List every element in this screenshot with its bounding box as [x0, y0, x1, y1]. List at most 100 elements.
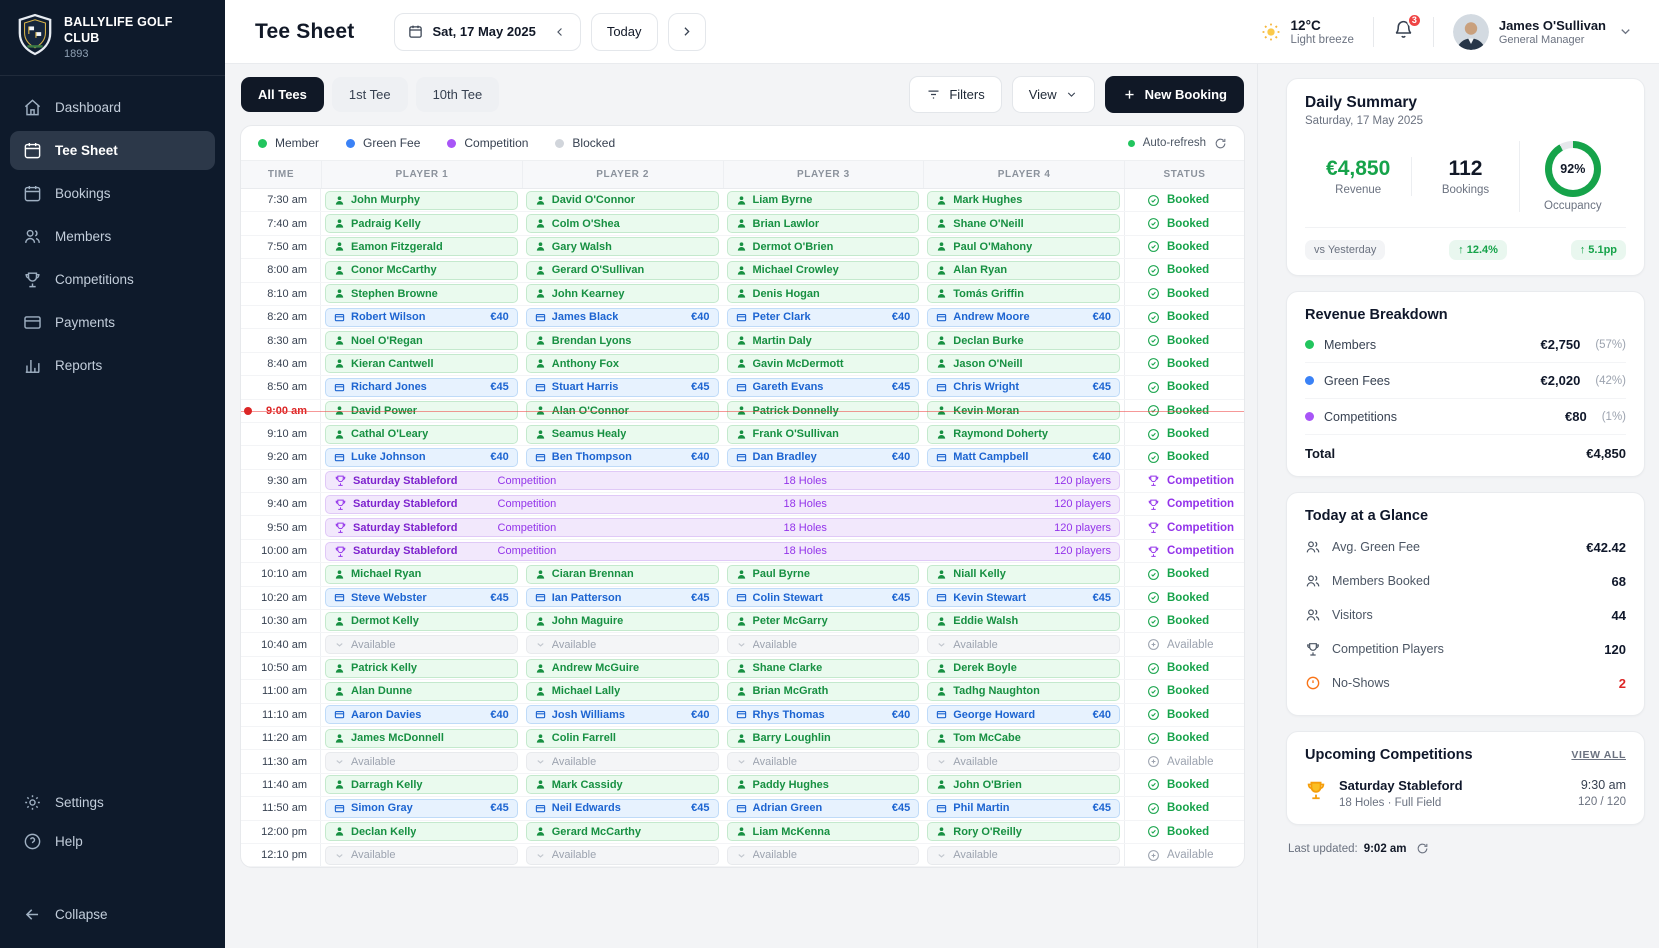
player-slot-member[interactable]: Shane Clarke — [726, 658, 920, 678]
player-slot-greenfee[interactable]: Colin Stewart €45 — [726, 588, 920, 608]
next-day-button[interactable] — [667, 12, 706, 51]
player-slot-member[interactable]: David Power — [325, 401, 518, 421]
tab-all-tees[interactable]: All Tees — [241, 77, 324, 112]
player-slot-greenfee[interactable]: Chris Wright €45 — [927, 377, 1120, 397]
player-slot-greenfee[interactable]: Peter Clark €40 — [726, 307, 920, 327]
player-slot-greenfee[interactable]: Stuart Harris €45 — [525, 377, 719, 397]
player-slot-member[interactable]: Liam Byrne — [726, 190, 920, 210]
player-slot-member[interactable]: Rory O'Reilly — [927, 822, 1120, 842]
player-slot-member[interactable]: Raymond Doherty — [927, 424, 1120, 444]
player-slot-member[interactable]: Liam McKenna — [726, 822, 920, 842]
player-slot-member[interactable]: Conor McCarthy — [325, 260, 518, 280]
player-slot-greenfee[interactable]: Steve Webster €45 — [325, 588, 518, 608]
competition-slot[interactable]: Saturday Stableford Competition 18 Holes… — [325, 471, 1120, 491]
player-slot-member[interactable]: Anthony Fox — [525, 354, 719, 374]
available-slot[interactable]: Available — [927, 752, 1120, 772]
player-slot-member[interactable]: Cathal O'Leary — [325, 424, 518, 444]
competition-slot[interactable]: Saturday Stableford Competition 18 Holes… — [325, 541, 1120, 561]
refresh-icon[interactable] — [1214, 137, 1227, 150]
player-slot-member[interactable]: Patrick Donnelly — [726, 401, 920, 421]
player-slot-greenfee[interactable]: Rhys Thomas €40 — [726, 705, 920, 725]
player-slot-member[interactable]: Dermot O'Brien — [726, 237, 920, 257]
competition-slot[interactable]: Saturday Stableford Competition 18 Holes… — [325, 494, 1120, 514]
player-slot-member[interactable]: Paul O'Mahony — [927, 237, 1120, 257]
player-slot-member[interactable]: Alan O'Connor — [525, 401, 719, 421]
player-slot-member[interactable]: Mark Cassidy — [525, 775, 719, 795]
sidebar-item-settings[interactable]: Settings — [10, 783, 215, 822]
sidebar-collapse-button[interactable]: Collapse — [10, 895, 215, 934]
available-slot[interactable]: Available — [927, 635, 1120, 655]
player-slot-member[interactable]: Gerard O'Sullivan — [525, 260, 719, 280]
competition-slot[interactable]: Saturday Stableford Competition 18 Holes… — [325, 518, 1120, 538]
player-slot-member[interactable]: Andrew McGuire — [525, 658, 719, 678]
player-slot-greenfee[interactable]: James Black €40 — [525, 307, 719, 327]
sidebar-item-dashboard[interactable]: Dashboard — [10, 88, 215, 127]
available-slot[interactable]: Available — [325, 752, 518, 772]
player-slot-member[interactable]: Patrick Kelly — [325, 658, 518, 678]
player-slot-greenfee[interactable]: Gareth Evans €45 — [726, 377, 920, 397]
player-slot-greenfee[interactable]: Phil Martin €45 — [927, 798, 1120, 818]
view-dropdown[interactable]: View — [1011, 76, 1095, 113]
player-slot-greenfee[interactable]: Aaron Davies €40 — [325, 705, 518, 725]
today-button[interactable]: Today — [590, 12, 658, 51]
player-slot-member[interactable]: Alan Ryan — [927, 260, 1120, 280]
player-slot-member[interactable]: Declan Burke — [927, 331, 1120, 351]
player-slot-member[interactable]: Brendan Lyons — [525, 331, 719, 351]
available-slot[interactable]: Available — [927, 845, 1120, 865]
chevron-left-icon[interactable] — [553, 25, 567, 39]
available-slot[interactable]: Available — [325, 845, 518, 865]
date-picker[interactable]: Sat, 17 May 2025 — [394, 12, 581, 51]
player-slot-member[interactable]: Jason O'Neill — [927, 354, 1120, 374]
player-slot-member[interactable]: Shane O'Neill — [927, 214, 1120, 234]
player-slot-greenfee[interactable]: Adrian Green €45 — [726, 798, 920, 818]
new-booking-button[interactable]: New Booking — [1104, 76, 1244, 113]
player-slot-member[interactable]: Barry Loughlin — [726, 728, 920, 748]
player-slot-member[interactable]: Seamus Healy — [525, 424, 719, 444]
player-slot-member[interactable]: Kevin Moran — [927, 401, 1120, 421]
available-slot[interactable]: Available — [525, 752, 719, 772]
player-slot-member[interactable]: Paddy Hughes — [726, 775, 920, 795]
available-slot[interactable]: Available — [726, 845, 920, 865]
player-slot-member[interactable]: Eddie Walsh — [927, 611, 1120, 631]
player-slot-member[interactable]: Tadhg Naughton — [927, 681, 1120, 701]
user-menu[interactable]: James O'Sullivan General Manager — [1452, 13, 1633, 50]
player-slot-member[interactable]: Gary Walsh — [525, 237, 719, 257]
player-slot-member[interactable]: John Kearney — [525, 284, 719, 304]
available-slot[interactable]: Available — [325, 635, 518, 655]
tab-1st-tee[interactable]: 1st Tee — [331, 77, 408, 112]
view-all-link[interactable]: VIEW ALL — [1571, 749, 1626, 761]
player-slot-greenfee[interactable]: Simon Gray €45 — [325, 798, 518, 818]
available-slot[interactable]: Available — [726, 752, 920, 772]
player-slot-member[interactable]: Derek Boyle — [927, 658, 1120, 678]
player-slot-member[interactable]: Gavin McDermott — [726, 354, 920, 374]
player-slot-member[interactable]: Eamon Fitzgerald — [325, 237, 518, 257]
player-slot-greenfee[interactable]: Kevin Stewart €45 — [927, 588, 1120, 608]
player-slot-member[interactable]: Michael Crowley — [726, 260, 920, 280]
available-slot[interactable]: Available — [525, 635, 719, 655]
sidebar-item-payments[interactable]: Payments — [10, 303, 215, 342]
notifications-button[interactable]: 3 — [1393, 12, 1422, 45]
player-slot-member[interactable]: Padraig Kelly — [325, 214, 518, 234]
player-slot-greenfee[interactable]: Ben Thompson €40 — [525, 447, 719, 467]
sidebar-item-tee-sheet[interactable]: Tee Sheet — [10, 131, 215, 170]
player-slot-greenfee[interactable]: George Howard €40 — [927, 705, 1120, 725]
player-slot-member[interactable]: John Maguire — [525, 611, 719, 631]
tab-10th-tee[interactable]: 10th Tee — [415, 77, 500, 112]
sidebar-item-help[interactable]: Help — [10, 822, 215, 861]
player-slot-member[interactable]: Kieran Cantwell — [325, 354, 518, 374]
player-slot-greenfee[interactable]: Luke Johnson €40 — [325, 447, 518, 467]
player-slot-member[interactable]: Mark Hughes — [927, 190, 1120, 210]
sidebar-item-members[interactable]: Members — [10, 217, 215, 256]
player-slot-member[interactable]: Brian McGrath — [726, 681, 920, 701]
player-slot-greenfee[interactable]: Andrew Moore €40 — [927, 307, 1120, 327]
sidebar-item-competitions[interactable]: Competitions — [10, 260, 215, 299]
player-slot-member[interactable]: Denis Hogan — [726, 284, 920, 304]
player-slot-member[interactable]: Dermot Kelly — [325, 611, 518, 631]
player-slot-member[interactable]: Colm O'Shea — [525, 214, 719, 234]
sidebar-item-bookings[interactable]: Bookings — [10, 174, 215, 213]
available-slot[interactable]: Available — [726, 635, 920, 655]
sidebar-item-reports[interactable]: Reports — [10, 346, 215, 385]
player-slot-member[interactable]: Tomás Griffin — [927, 284, 1120, 304]
player-slot-member[interactable]: Colin Farrell — [525, 728, 719, 748]
player-slot-member[interactable]: Michael Ryan — [325, 564, 518, 584]
